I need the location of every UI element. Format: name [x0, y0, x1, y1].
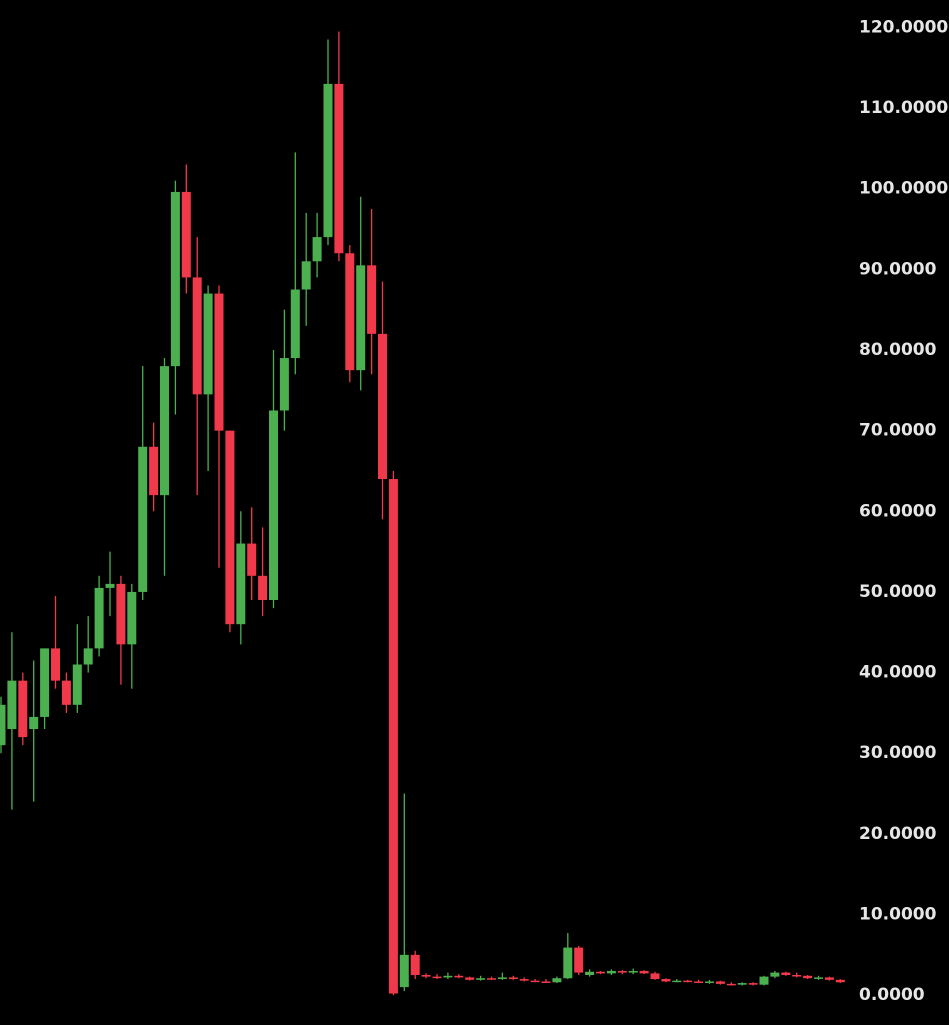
candle-body: [323, 83, 333, 238]
candle-body: [487, 978, 496, 980]
candle-body: [356, 265, 366, 371]
candle-body: [803, 975, 813, 979]
candle-body: [748, 983, 758, 985]
y-tick-label: 30.0000: [859, 743, 937, 763]
candle-body: [7, 680, 17, 730]
candle-body: [29, 716, 39, 730]
candle-body: [683, 980, 693, 983]
candle-body: [149, 446, 159, 496]
candle-body: [269, 410, 278, 600]
candle-body: [312, 237, 322, 262]
candle-body: [290, 289, 300, 359]
candle-body: [596, 971, 605, 974]
candle-body: [497, 977, 507, 980]
candle-body: [530, 980, 540, 983]
candle-body: [399, 954, 409, 988]
candle-body: [694, 981, 704, 983]
candle-body: [258, 575, 268, 600]
candle-body: [585, 971, 595, 975]
candle-body: [781, 972, 791, 975]
candle-body: [61, 680, 71, 705]
candle-body: [617, 970, 627, 973]
candle-body: [814, 977, 823, 979]
candle-body: [410, 954, 420, 975]
y-tick-label: 120.0000: [859, 17, 948, 37]
candle-body: [563, 947, 573, 979]
candle-body: [421, 975, 431, 977]
candle-body: [192, 277, 202, 395]
candle-body: [770, 972, 780, 977]
candle-body: [454, 975, 464, 978]
candle-body: [279, 358, 289, 411]
candle-body: [138, 446, 148, 592]
candle-body: [345, 253, 355, 371]
candle-body: [334, 83, 344, 254]
candle-body: [301, 261, 311, 290]
candle-body: [476, 978, 486, 980]
candle-body: [705, 981, 714, 983]
candle-body: [726, 983, 736, 986]
y-tick-label: 50.0000: [859, 582, 937, 602]
candle-body: [378, 333, 387, 480]
candle-body: [170, 191, 180, 367]
candle-body: [443, 975, 453, 978]
y-tick-label: 80.0000: [859, 340, 937, 360]
candle-body: [715, 981, 725, 984]
candle-body: [94, 587, 104, 649]
candle-body: [51, 648, 60, 681]
y-tick-label: 110.0000: [859, 98, 948, 118]
candle-body: [388, 479, 398, 994]
candle-body: [628, 970, 638, 973]
candle-body: [367, 265, 377, 334]
candle-body: [552, 978, 562, 983]
candle-body: [639, 970, 649, 974]
y-tick-label: 90.0000: [859, 259, 937, 279]
candle-body: [541, 981, 551, 983]
candle-body: [247, 543, 257, 576]
candle-body: [650, 973, 660, 980]
candle-body: [116, 583, 126, 645]
candle-body: [792, 975, 802, 977]
candle-body: [606, 970, 616, 974]
candle-body: [18, 680, 28, 738]
candle-body: [127, 591, 137, 645]
candle-body: [432, 976, 442, 979]
y-tick-label: 40.0000: [859, 663, 937, 683]
candle-body: [508, 977, 518, 980]
candle-body: [40, 648, 50, 717]
candle-body: [737, 983, 747, 985]
candle-body: [72, 664, 82, 705]
candle-body: [83, 648, 93, 665]
candle-body: [181, 191, 191, 278]
candle-body: [574, 947, 584, 973]
candle-body: [214, 293, 224, 431]
candle-body: [672, 980, 682, 983]
candle-body: [465, 977, 475, 980]
y-tick-label: 20.0000: [859, 824, 937, 844]
candle-body: [759, 976, 769, 985]
candle-body: [203, 293, 213, 395]
candle-body: [0, 704, 6, 746]
candle-body: [824, 977, 834, 980]
y-tick-label: 100.0000: [859, 179, 948, 199]
candle-body: [225, 430, 235, 625]
y-tick-label: 0.0000: [859, 985, 925, 1005]
y-tick-label: 70.0000: [859, 421, 937, 441]
candle-body: [835, 979, 845, 983]
candle-body: [160, 366, 169, 496]
candle-body: [519, 979, 529, 981]
y-tick-label: 10.0000: [859, 905, 937, 925]
y-tick-label: 60.0000: [859, 501, 937, 521]
candle-body: [661, 979, 671, 982]
candle-body: [105, 583, 115, 588]
candle-body: [236, 543, 246, 625]
